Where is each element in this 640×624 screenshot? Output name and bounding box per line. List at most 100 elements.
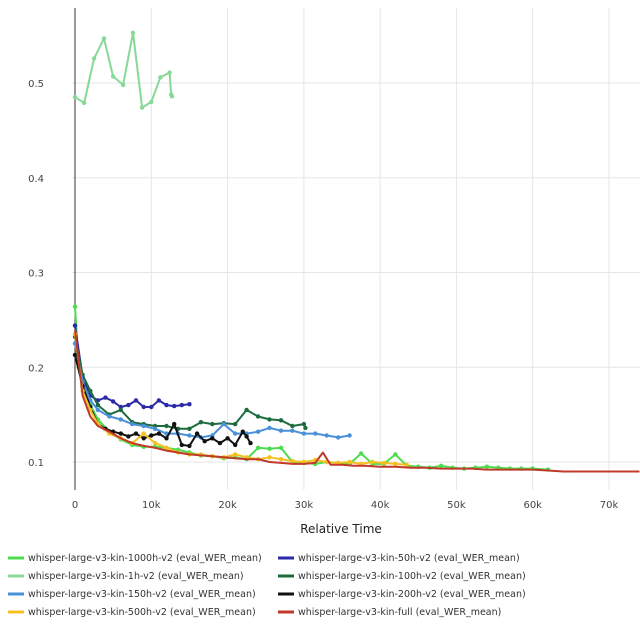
series-line xyxy=(74,329,640,473)
data-point xyxy=(278,445,284,450)
data-point xyxy=(255,414,261,419)
data-point xyxy=(130,30,136,35)
legend-item[interactable]: whisper-large-v3-kin-500h-v2 (eval_WER_m… xyxy=(8,607,256,618)
data-point xyxy=(130,421,135,427)
legend-item[interactable]: whisper-large-v3-kin-100h-v2 (eval_WER_m… xyxy=(278,571,526,582)
series-line xyxy=(74,306,549,471)
data-point xyxy=(72,352,78,358)
data-point xyxy=(141,436,146,441)
data-point xyxy=(149,404,154,410)
data-point xyxy=(149,433,154,438)
data-point xyxy=(179,402,184,408)
data-point xyxy=(324,433,329,438)
y-tick-labels: 0.1 0.2 0.3 0.4 0.5 xyxy=(28,79,44,469)
data-point xyxy=(110,74,116,79)
data-point xyxy=(95,407,101,413)
data-point xyxy=(393,452,398,457)
data-point xyxy=(336,435,341,440)
data-point xyxy=(91,56,97,61)
data-point xyxy=(179,442,184,448)
data-point xyxy=(290,423,295,429)
x-tick-label: 60k xyxy=(523,500,542,511)
grid-lines xyxy=(72,8,640,490)
x-tick-label: 50k xyxy=(447,500,466,511)
data-point xyxy=(110,399,116,404)
legend-label: whisper-large-v3-kin-50h-v2 (eval_WER_me… xyxy=(298,553,520,564)
data-point xyxy=(126,434,131,439)
series-layer xyxy=(72,30,640,473)
series-8 xyxy=(74,329,640,473)
series-line xyxy=(74,31,173,109)
y-tick-label: 0.2 xyxy=(28,363,44,374)
data-point xyxy=(347,433,352,438)
series-4 xyxy=(72,334,308,431)
data-point xyxy=(172,421,177,427)
x-tick-label: 70k xyxy=(600,500,619,511)
data-point xyxy=(255,445,261,450)
data-point xyxy=(381,460,387,466)
data-point xyxy=(156,398,162,403)
data-point xyxy=(156,431,162,436)
data-point xyxy=(107,414,112,419)
data-point xyxy=(244,434,249,439)
legend-label: whisper-large-v3-kin-full (eval_WER_mean… xyxy=(298,607,501,618)
data-point xyxy=(233,452,238,457)
data-point xyxy=(101,36,107,41)
legend[interactable]: whisper-large-v3-kin-1000h-v2 (eval_WER_… xyxy=(8,553,526,618)
data-point xyxy=(393,461,398,467)
data-point xyxy=(187,443,192,449)
data-point xyxy=(210,436,215,441)
series-3 xyxy=(72,30,175,110)
data-point xyxy=(210,421,215,427)
data-point xyxy=(267,455,272,460)
data-point xyxy=(126,402,131,408)
data-point xyxy=(120,82,126,88)
data-point xyxy=(370,459,375,465)
x-tick-label: 30k xyxy=(295,500,314,511)
x-tick-label: 0 xyxy=(72,500,78,511)
data-point xyxy=(172,403,177,409)
data-point xyxy=(194,431,200,436)
data-point xyxy=(233,421,238,427)
legend-item[interactable]: whisper-large-v3-kin-50h-v2 (eval_WER_me… xyxy=(278,553,520,564)
data-point xyxy=(187,426,192,431)
data-point xyxy=(167,70,172,75)
data-point xyxy=(139,105,145,110)
data-point xyxy=(248,440,253,446)
data-point xyxy=(187,433,192,438)
legend-item[interactable]: whisper-large-v3-kin-1h-v2 (eval_WER_mea… xyxy=(8,571,244,582)
data-point xyxy=(72,95,78,100)
legend-item[interactable]: whisper-large-v3-kin-200h-v2 (eval_WER_m… xyxy=(278,589,526,600)
data-point xyxy=(225,436,230,441)
data-point xyxy=(88,388,93,394)
series-7 xyxy=(72,331,409,467)
y-tick-label: 0.3 xyxy=(28,269,44,280)
data-point xyxy=(72,323,78,328)
legend-item[interactable]: whisper-large-v3-kin-full (eval_WER_mean… xyxy=(278,607,501,618)
y-tick-label: 0.1 xyxy=(28,458,44,469)
legend-item[interactable]: whisper-large-v3-kin-150h-v2 (eval_WER_m… xyxy=(8,589,256,600)
data-point xyxy=(233,431,238,436)
data-point xyxy=(164,402,169,408)
data-point xyxy=(82,100,87,106)
data-point xyxy=(267,446,272,451)
data-point xyxy=(301,421,307,427)
data-point xyxy=(141,423,146,429)
x-tick-label: 10k xyxy=(142,500,161,511)
data-point xyxy=(152,440,158,446)
data-point xyxy=(217,440,223,446)
data-point xyxy=(244,407,249,413)
series-line xyxy=(74,333,407,466)
data-point xyxy=(484,464,490,469)
legend-label: whisper-large-v3-kin-1000h-v2 (eval_WER_… xyxy=(28,553,262,564)
x-tick-label: 20k xyxy=(218,500,237,511)
data-point xyxy=(290,428,295,433)
data-point xyxy=(169,94,175,99)
data-point xyxy=(267,425,272,431)
data-point xyxy=(404,462,409,467)
data-point xyxy=(152,426,158,431)
x-tick-labels: 0 10k 20k 30k 40k 50k 60k 70k xyxy=(72,500,619,511)
data-point xyxy=(164,436,169,441)
legend-item[interactable]: whisper-large-v3-kin-1000h-v2 (eval_WER_… xyxy=(8,553,262,564)
data-point xyxy=(133,398,139,403)
